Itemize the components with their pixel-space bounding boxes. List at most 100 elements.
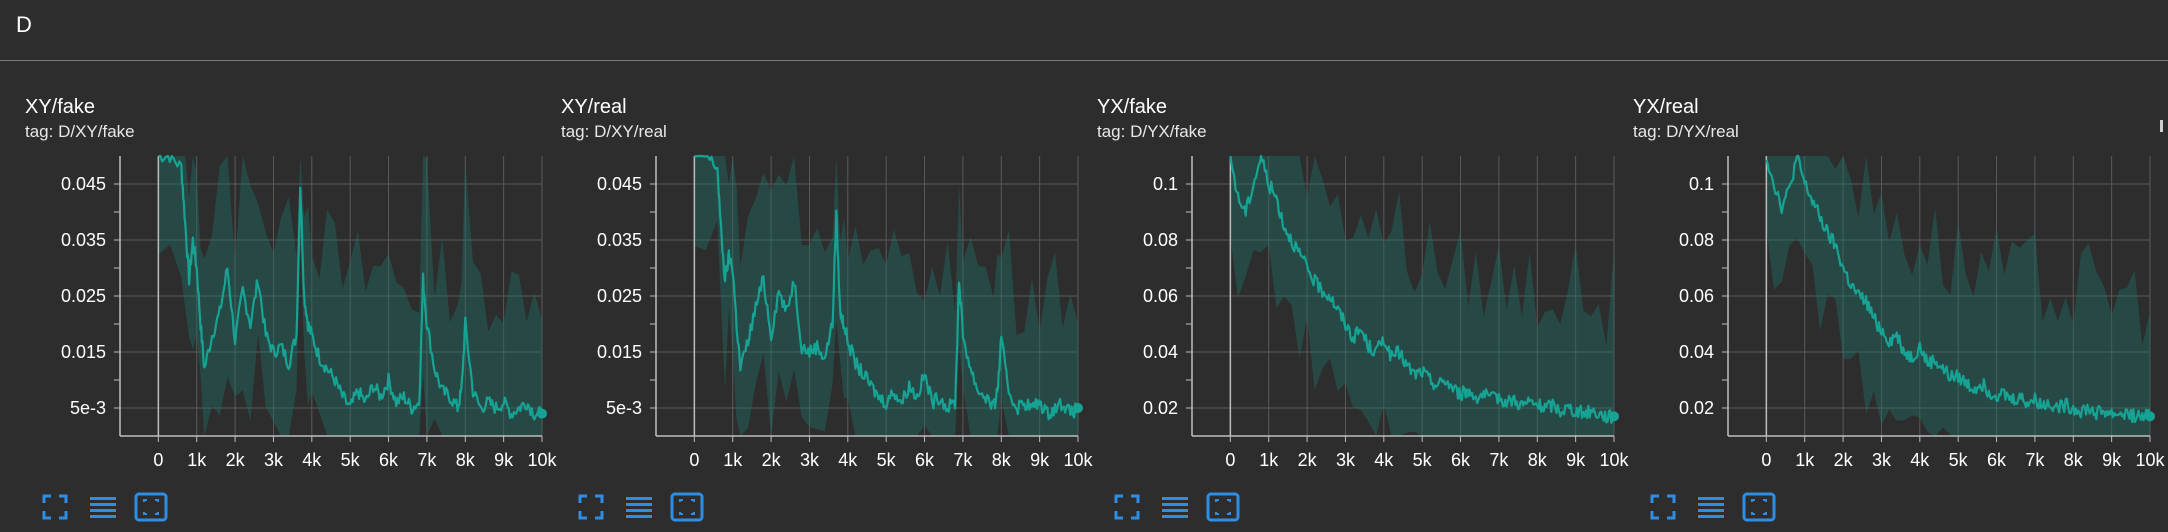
x-tick-label: 9k <box>1566 450 1586 470</box>
x-tick-label: 6k <box>1987 450 2007 470</box>
variance-band <box>694 156 1078 436</box>
y-tick-label: 0.015 <box>61 342 106 362</box>
line-chart[interactable]: 0 1k 2k 3k 4k 5k 6k 7k 8k 9k 10k 0.02 0.04 0.06 0.08 0.… <box>1633 154 2166 476</box>
card-title: XY/real <box>561 96 627 118</box>
chart-card: XY/real tag: D/XY/real 0 1k 2k 3k 4k 5k 6k 7k 8k… <box>561 92 1094 529</box>
grid <box>650 156 1079 436</box>
x-tick-label: 6k <box>379 450 399 470</box>
x-tick-label: 10k <box>2135 450 2165 470</box>
card-controls <box>1107 487 1307 527</box>
section-title: D <box>16 12 32 37</box>
fit-domain-icon <box>1206 492 1240 522</box>
x-tick-label: 3k <box>1872 450 1892 470</box>
fullscreen-button[interactable] <box>1643 487 1683 527</box>
y-tick-label: 0.025 <box>61 286 106 306</box>
fit-domain-icon <box>134 492 168 522</box>
x-tick-label: 4k <box>838 450 858 470</box>
card-title: YX/real <box>1633 96 1699 118</box>
y-tick-label: 5e-3 <box>70 398 106 418</box>
card-title: YX/fake <box>1097 96 1168 118</box>
series-endpoint <box>537 408 547 419</box>
next-card-edge <box>2160 120 2163 132</box>
y-tick-label: 0.035 <box>597 230 642 250</box>
x-tick-label: 3k <box>1336 450 1356 470</box>
x-tick-label: 6k <box>915 450 935 470</box>
y-tick-label: 0.015 <box>597 342 642 362</box>
x-tick-label: 8k <box>992 450 1012 470</box>
chart-card: YX/real tag: D/YX/real 0 1k 2k 3k 4k 5k 6k 7k 8k… <box>1633 92 2166 529</box>
x-tick-label: 4k <box>1374 450 1394 470</box>
data-table-button[interactable] <box>1155 487 1195 527</box>
series-endpoint <box>2145 411 2155 422</box>
series-endpoint <box>1609 411 1619 422</box>
x-tick-label: 8k <box>1528 450 1548 470</box>
x-tick-label: 7k <box>953 450 973 470</box>
variance-band <box>1230 156 1614 436</box>
data-table-button[interactable] <box>83 487 123 527</box>
y-tick-label: 0.02 <box>1143 398 1178 418</box>
y-tick-label: 5e-3 <box>606 398 642 418</box>
x-tick-label: 0 <box>689 450 699 470</box>
y-tick-label: 0.04 <box>1679 342 1714 362</box>
fullscreen-icon <box>42 494 68 520</box>
line-chart[interactable]: 0 1k 2k 3k 4k 5k 6k 7k 8k 9k 10k 5e-3 0.015 0.025 0.03… <box>25 154 558 476</box>
fullscreen-button[interactable] <box>35 487 75 527</box>
y-tick-label: 0.1 <box>1689 174 1714 194</box>
x-tick-label: 0 <box>153 450 163 470</box>
x-tick-label: 8k <box>456 450 476 470</box>
card-tag: tag: D/YX/real <box>1633 122 1739 141</box>
y-tick-label: 0.1 <box>1153 174 1178 194</box>
grid <box>114 156 543 436</box>
x-tick-label: 2k <box>762 450 782 470</box>
variance-band <box>1766 156 2150 436</box>
x-tick-label: 1k <box>723 450 743 470</box>
chart-card: XY/fake tag: D/XY/fake 0 1k 2k 3k 4k 5k 6k 7k 8k… <box>25 92 558 529</box>
x-tick-label: 1k <box>1795 450 1815 470</box>
fit-domain-button[interactable] <box>1739 487 1779 527</box>
x-tick-label: 3k <box>800 450 820 470</box>
y-tick-label: 0.06 <box>1679 286 1714 306</box>
y-tick-label: 0.04 <box>1143 342 1178 362</box>
section-header[interactable]: D <box>0 0 2168 61</box>
x-tick-label: 0 <box>1225 450 1235 470</box>
line-chart[interactable]: 0 1k 2k 3k 4k 5k 6k 7k 8k 9k 10k 5e-3 0.015 0.025 0.03… <box>561 154 1094 476</box>
data-table-button[interactable] <box>619 487 659 527</box>
y-tick-label: 0.08 <box>1143 230 1178 250</box>
fullscreen-button[interactable] <box>1107 487 1147 527</box>
card-controls <box>571 487 771 527</box>
y-tick-label: 0.02 <box>1679 398 1714 418</box>
y-tick-label: 0.08 <box>1679 230 1714 250</box>
series-line <box>694 154 1080 421</box>
fit-domain-icon <box>1742 492 1776 522</box>
x-tick-label: 10k <box>1063 450 1093 470</box>
x-tick-label: 5k <box>1949 450 1969 470</box>
y-tick-label: 0.025 <box>597 286 642 306</box>
x-tick-label: 5k <box>1413 450 1433 470</box>
fullscreen-button[interactable] <box>571 487 611 527</box>
data-table-icon <box>90 497 116 518</box>
x-tick-label: 1k <box>187 450 207 470</box>
card-tag: tag: D/YX/fake <box>1097 122 1207 141</box>
x-tick-label: 7k <box>1489 450 1509 470</box>
data-table-button[interactable] <box>1691 487 1731 527</box>
series-line <box>1765 154 2152 424</box>
card-title: XY/fake <box>25 96 96 118</box>
fit-domain-button[interactable] <box>131 487 171 527</box>
fullscreen-icon <box>1650 494 1676 520</box>
x-tick-label: 8k <box>2064 450 2084 470</box>
x-tick-label: 2k <box>1298 450 1318 470</box>
x-tick-label: 3k <box>264 450 284 470</box>
x-tick-label: 7k <box>2025 450 2045 470</box>
fit-domain-button[interactable] <box>1203 487 1243 527</box>
fit-domain-button[interactable] <box>667 487 707 527</box>
x-tick-label: 2k <box>226 450 246 470</box>
x-tick-label: 2k <box>1834 450 1854 470</box>
x-tick-label: 9k <box>494 450 514 470</box>
card-tag: tag: D/XY/real <box>561 122 667 141</box>
line-chart[interactable]: 0 1k 2k 3k 4k 5k 6k 7k 8k 9k 10k 0.02 0.04 0.06 0.08 0.… <box>1097 154 1630 476</box>
x-tick-label: 1k <box>1259 450 1279 470</box>
x-tick-label: 5k <box>877 450 897 470</box>
data-table-icon <box>626 497 652 518</box>
fullscreen-icon <box>1114 494 1140 520</box>
x-tick-label: 0 <box>1761 450 1771 470</box>
